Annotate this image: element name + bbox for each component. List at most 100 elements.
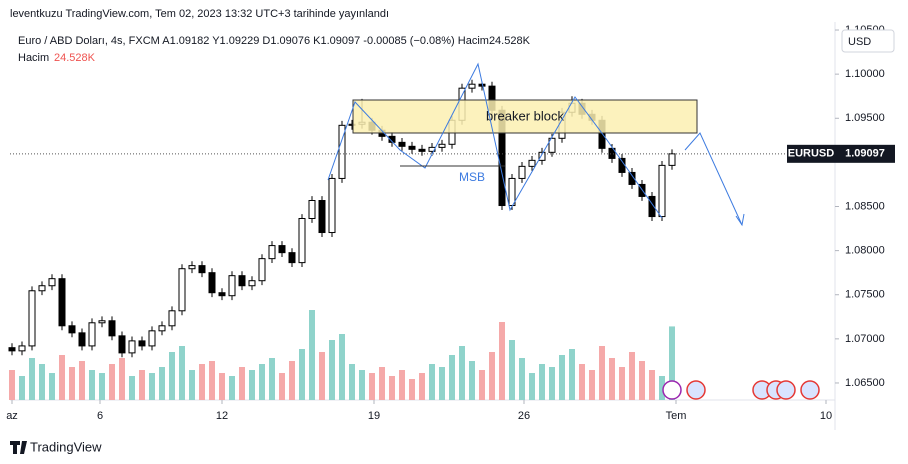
- symbol-label: EURUSD: [788, 148, 835, 160]
- brand: TradingView: [30, 439, 102, 454]
- volume-bar: [649, 370, 655, 400]
- volume-bar: [29, 358, 35, 400]
- event-icon[interactable]: [776, 380, 796, 400]
- volume-bar: [39, 364, 45, 400]
- y-tick-label: 1.06500: [845, 377, 885, 389]
- volume-bar: [429, 364, 435, 400]
- candle-body: [198, 265, 206, 274]
- zigzag-drawing: [327, 62, 663, 219]
- y-tick-label: 1.07500: [845, 289, 885, 301]
- candle-body: [178, 268, 186, 312]
- volume-bar: [189, 370, 195, 400]
- volume-bar: [89, 370, 95, 400]
- candle-body: [18, 345, 26, 352]
- volume-bar: [559, 355, 565, 400]
- candle-body: [228, 275, 236, 297]
- volume-bar: [459, 346, 465, 400]
- volume-bar: [539, 364, 545, 400]
- candle-body: [268, 245, 276, 260]
- event-icon[interactable]: [800, 380, 820, 400]
- candle-body: [438, 143, 446, 148]
- plot: 1.06500 1.07000 1.07500 1.08000 1.08500 1.095…: [6, 24, 885, 422]
- candle-body: [188, 265, 196, 270]
- candle-body: [98, 320, 106, 324]
- candle-body: [408, 145, 416, 150]
- volume-bar: [239, 367, 245, 400]
- volume-bar: [519, 358, 525, 400]
- candle-body: [278, 245, 286, 254]
- y-tick-label: 1.09500: [845, 112, 885, 124]
- candle-body: [418, 148, 426, 152]
- volume-bar: [349, 364, 355, 400]
- volume-bar: [309, 310, 315, 400]
- candle-body: [108, 320, 116, 337]
- volume-bar: [159, 367, 165, 400]
- event-icon[interactable]: [686, 380, 706, 400]
- volume-bar: [449, 355, 455, 400]
- volume-bar: [59, 355, 65, 400]
- candle-body: [288, 252, 296, 264]
- symbol-tag: [787, 144, 835, 163]
- volume-bar: [659, 376, 665, 400]
- event-icons: [662, 380, 820, 400]
- x-tick-label: 12: [216, 410, 228, 422]
- volume-bar: [279, 373, 285, 400]
- candle-body: [8, 347, 16, 352]
- volume-bar: [99, 373, 105, 400]
- volume-bar: [579, 364, 585, 400]
- volume-bar: [229, 376, 235, 400]
- volume-bar: [319, 352, 325, 400]
- candle-body: [528, 159, 536, 167]
- volume-bar: [419, 373, 425, 400]
- candle-body: [128, 340, 136, 354]
- event-icon[interactable]: [662, 380, 682, 400]
- volume-bar: [369, 373, 375, 400]
- volume-bar: [139, 370, 145, 400]
- y-tick-label: 1.08000: [845, 245, 885, 257]
- candle-body: [208, 272, 216, 294]
- volume-bar: [359, 370, 365, 400]
- x-tick-label: az: [6, 410, 18, 422]
- volume-bar: [569, 349, 575, 400]
- candle-body: [238, 275, 246, 287]
- volume-bar: [439, 367, 445, 400]
- volume-bar: [19, 376, 25, 400]
- volume-bar: [219, 373, 225, 400]
- volume-bar: [289, 361, 295, 400]
- candle-body: [78, 332, 86, 347]
- breaker-block-zone: [352, 99, 698, 134]
- x-tick-label: 6: [97, 410, 103, 422]
- msb-label: MSB: [459, 170, 485, 184]
- candle-body: [628, 171, 636, 185]
- x-tick-label: 10: [820, 410, 832, 422]
- volume-bar: [179, 346, 185, 400]
- x-tick-label: 26: [518, 410, 530, 422]
- volume-bar: [49, 373, 55, 400]
- volume-bar: [589, 370, 595, 400]
- volume-bar: [259, 364, 265, 400]
- candle-body: [468, 83, 476, 89]
- candle-body: [508, 177, 516, 207]
- volume-bar: [269, 358, 275, 400]
- volume-legend: Hacim: [18, 52, 49, 64]
- volume-bar: [619, 367, 625, 400]
- volume-bar: [299, 349, 305, 400]
- volume-bar: [529, 373, 535, 400]
- candle-body: [158, 325, 166, 332]
- volume-bar: [549, 367, 555, 400]
- volume-bar: [149, 373, 155, 400]
- candle-body: [38, 285, 46, 292]
- currency-label[interactable]: USD: [848, 36, 871, 48]
- volume-bar: [249, 370, 255, 400]
- candle-body: [258, 258, 266, 282]
- currency-button[interactable]: [841, 29, 895, 53]
- volume-bar: [399, 370, 405, 400]
- candle-body: [548, 137, 556, 153]
- x-tick-label: Tem: [666, 410, 687, 422]
- candle-body: [308, 200, 316, 219]
- volume-legend-value: 24.528K: [54, 52, 96, 64]
- volume-bar: [669, 326, 675, 400]
- candle-body: [668, 153, 676, 166]
